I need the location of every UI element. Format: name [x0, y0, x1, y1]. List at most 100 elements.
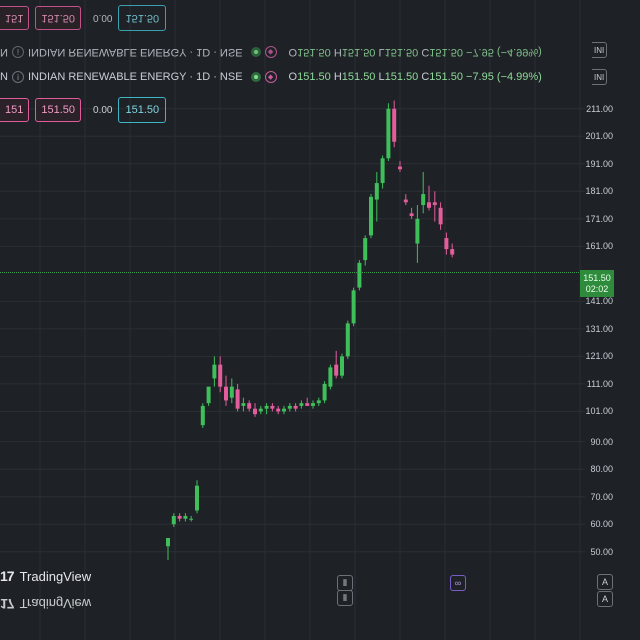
candle-body: [177, 515, 182, 519]
double-bar-icon[interactable]: ⦀: [337, 575, 353, 591]
candle-body: [450, 249, 455, 255]
candle-body: [166, 537, 170, 547]
logo-mark: 17: [0, 568, 15, 584]
candle-body: [241, 403, 246, 406]
candle-body: [386, 108, 391, 159]
candle-body: [392, 108, 397, 142]
sell-partial-box[interactable]: 151: [0, 6, 30, 30]
sell-price-box[interactable]: 151.50: [35, 98, 82, 122]
price-axis-label: 171.00: [585, 213, 613, 224]
current-price-value: 151.50: [583, 272, 611, 283]
logo-mark: 17: [0, 596, 14, 612]
symbol-prefix: NI: [0, 71, 8, 83]
candle-body: [398, 166, 402, 170]
chart-grid: [0, 0, 585, 640]
symbol-edge-tag: INI: [592, 42, 608, 58]
candle-body: [374, 183, 379, 200]
buy-price-value: 151.50: [125, 104, 160, 116]
ohlc-readout: O151.50 H151.50 L151.50 C151.50 −7.95 (−…: [288, 71, 542, 83]
candle-body: [247, 403, 252, 409]
tradingview-logo[interactable]: 17 TradingView: [0, 568, 91, 584]
candle-body: [340, 356, 344, 376]
symbol-title[interactable]: INDIAN RENEWABLE ENERGY · 1D · NSE: [28, 71, 243, 83]
candle-body: [328, 367, 333, 387]
candle-body: [432, 202, 437, 206]
price-axis-label: 60.00: [590, 519, 613, 530]
candle-body: [345, 323, 350, 357]
price-axis-label: 70.00: [590, 491, 613, 502]
flag-icon[interactable]: ◆: [264, 46, 277, 58]
current-price-tag: 151.50 02:02: [580, 270, 614, 297]
candle-body: [305, 403, 310, 406]
sell-partial-value: 151: [5, 12, 24, 24]
candle-body: [369, 196, 373, 236]
tradingview-logo-reflection: 17 TradingView: [0, 596, 91, 612]
auto-scale-icon[interactable]: A: [597, 591, 613, 607]
spread-value: 0.00: [93, 104, 113, 116]
price-axis-label: 121.00: [585, 351, 613, 362]
candles: [166, 100, 455, 560]
price-axis-label: 161.00: [585, 241, 613, 252]
order-boxes-reflection: 151 151.50 0.00 151.50: [0, 5, 167, 31]
chart-legend: NI i INDIAN RENEWABLE ENERGY · 1D · NSE …: [0, 69, 542, 85]
sell-partial-box[interactable]: 151: [0, 98, 30, 122]
candle-body: [229, 386, 234, 398]
price-axis-label: 181.00: [585, 186, 613, 197]
candle-body: [351, 290, 356, 324]
candle-body: [311, 403, 315, 406]
candle-body: [235, 389, 240, 409]
chain-link-icon[interactable]: ∞: [450, 575, 466, 591]
price-axis-label: 211.00: [586, 103, 613, 114]
double-bar-icon[interactable]: ⦀: [337, 590, 353, 606]
candle-body: [299, 403, 304, 406]
candle-body: [287, 405, 292, 409]
candle-body: [357, 262, 362, 288]
candle-body: [171, 515, 176, 525]
candle-body: [282, 408, 286, 412]
symbol-prefix: NI: [0, 46, 8, 58]
candle-body: [224, 386, 228, 401]
candle-body: [258, 408, 263, 412]
buy-price-box[interactable]: 151.50: [118, 97, 167, 123]
candle-body: [363, 238, 368, 261]
candle-body: [334, 364, 339, 376]
price-axis-label: 50.00: [590, 546, 613, 557]
candle-body: [212, 364, 217, 379]
candle-body: [427, 202, 431, 208]
spread-value: 0.00: [93, 12, 113, 24]
candle-body: [195, 485, 199, 511]
logo-text: TradingView: [19, 596, 92, 612]
price-axis-label: 90.00: [590, 436, 613, 447]
info-icon[interactable]: i: [12, 46, 24, 58]
bar-countdown: 02:02: [585, 283, 609, 294]
price-axis-label: 201.00: [585, 131, 613, 142]
candle-body: [189, 518, 194, 520]
order-boxes: 151 151.50 0.00 151.50: [0, 97, 167, 123]
sell-price-value: 151.50: [41, 104, 76, 116]
auto-scale-icon[interactable]: A: [597, 574, 613, 590]
candle-body: [206, 386, 211, 404]
sell-price-value: 151.50: [41, 12, 76, 24]
ohlc-readout: O151.50 H151.50 L151.50 C151.50 −7.95 (−…: [288, 46, 542, 58]
candle-body: [409, 213, 414, 217]
candle-body: [200, 405, 205, 426]
price-axis-label: 80.00: [590, 464, 613, 475]
price-axis-label: 111.00: [586, 378, 613, 389]
candle-body: [270, 405, 275, 409]
buy-price-box[interactable]: 151.50: [118, 5, 167, 31]
price-axis-label: 141.00: [585, 296, 613, 307]
flag-icon[interactable]: ◆: [264, 71, 277, 83]
market-open-icon: [250, 47, 261, 57]
candle-body: [444, 238, 449, 250]
sell-price-box[interactable]: 151.50: [35, 6, 82, 30]
info-icon[interactable]: i: [12, 71, 24, 83]
candle-body: [403, 199, 408, 203]
symbol-title[interactable]: INDIAN RENEWABLE ENERGY · 1D · NSE: [28, 46, 243, 58]
candle-body: [380, 158, 385, 184]
candle-body: [322, 383, 327, 401]
candle-body: [438, 207, 443, 225]
sell-partial-value: 151: [5, 104, 24, 116]
candle-body: [293, 405, 298, 409]
candle-body: [316, 400, 321, 404]
